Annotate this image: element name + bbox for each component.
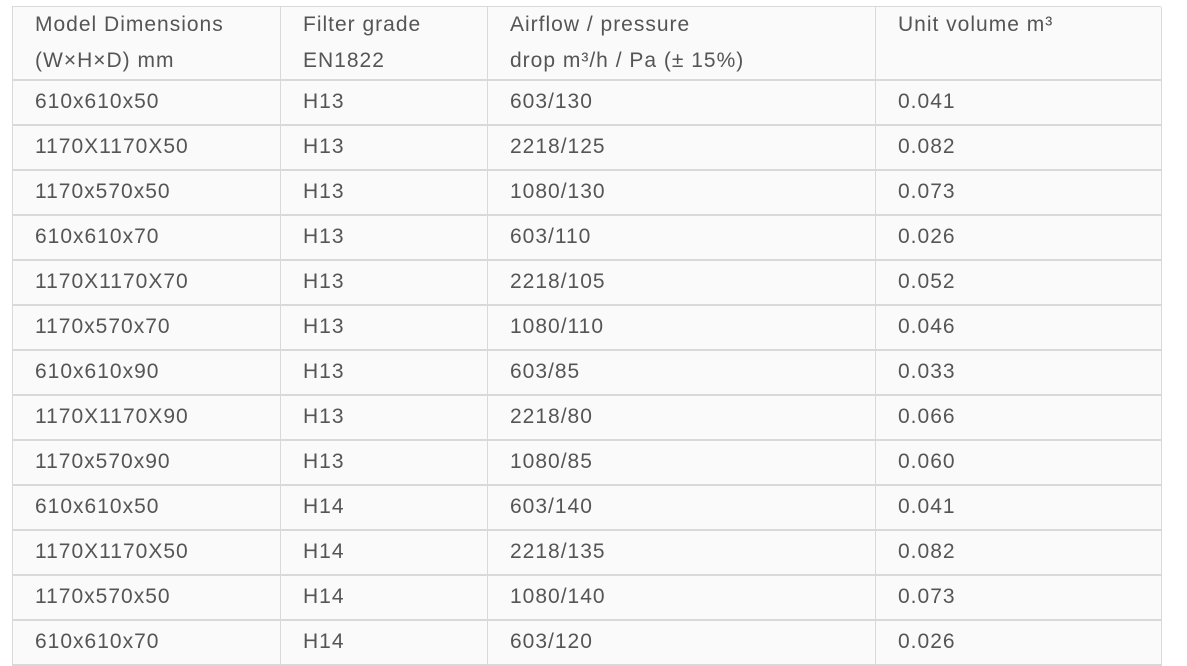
table-cell: 0.052 (876, 261, 1162, 306)
table-cell: H13 (281, 81, 488, 126)
table-cell: 1170x570x50 (13, 171, 281, 216)
header-cell: Unit volume m³ (876, 7, 1162, 81)
table-cell: 610x610x50 (13, 486, 281, 531)
table-cell: H13 (281, 126, 488, 171)
table-cell: 1170X1170X50 (13, 531, 281, 576)
table-cell: 0.082 (876, 531, 1162, 576)
table-cell: 610x610x70 (13, 216, 281, 261)
table-cell: 1080/130 (488, 171, 876, 216)
table-cell: 0.041 (876, 486, 1162, 531)
table-cell: 1170X1170X50 (13, 126, 281, 171)
table-cell: 603/85 (488, 351, 876, 396)
header-text: Filter grade (303, 13, 422, 36)
table-cell: 1080/140 (488, 576, 876, 621)
table-cell: H14 (281, 531, 488, 576)
table-cell: 1170x570x90 (13, 441, 281, 486)
header-text: Unit volume m³ (898, 13, 1054, 36)
table-cell: 1170X1170X90 (13, 396, 281, 441)
table-cell: 1170X1170X70 (13, 261, 281, 306)
table-cell: 2218/105 (488, 261, 876, 306)
header-text: Airflow / pressure (510, 13, 691, 36)
header-text: EN1822 (303, 49, 385, 72)
table-cell: 0.082 (876, 126, 1162, 171)
table-cell: 0.073 (876, 171, 1162, 216)
header-cell: Filter grade EN1822 (281, 7, 488, 81)
table-cell: 0.066 (876, 396, 1162, 441)
table-cell: H13 (281, 216, 488, 261)
header-cell: Model Dimensions (W×H×D) mm (13, 7, 281, 81)
table-cell: 1170x570x70 (13, 306, 281, 351)
table-cell: 2218/80 (488, 396, 876, 441)
table-cell: 0.033 (876, 351, 1162, 396)
table-cell: H13 (281, 306, 488, 351)
table-cell: H13 (281, 441, 488, 486)
table-cell: H13 (281, 351, 488, 396)
table-cell: 0.041 (876, 81, 1162, 126)
table-cell: 2218/135 (488, 531, 876, 576)
table-cell: 610x610x50 (13, 81, 281, 126)
table-cell: 610x610x90 (13, 351, 281, 396)
header-text: drop m³/h / Pa (± 15%) (510, 49, 745, 72)
table-cell: 2218/125 (488, 126, 876, 171)
header-cell: Airflow / pressure drop m³/h / Pa (± 15%) (488, 7, 876, 81)
table-cell: 0.046 (876, 306, 1162, 351)
table-cell: H13 (281, 261, 488, 306)
table-cell: 0.026 (876, 216, 1162, 261)
table-cell: H14 (281, 486, 488, 531)
table-cell: 603/110 (488, 216, 876, 261)
table-cell: 0.073 (876, 576, 1162, 621)
header-text: Model Dimensions (35, 13, 224, 36)
table-cell: 1080/85 (488, 441, 876, 486)
table-cell: 603/120 (488, 621, 876, 666)
table-cell: 603/130 (488, 81, 876, 126)
table-cell: 0.060 (876, 441, 1162, 486)
table-cell: 603/140 (488, 486, 876, 531)
table-cell: 1080/110 (488, 306, 876, 351)
header-text: (W×H×D) mm (35, 49, 175, 72)
table-cell: 0.026 (876, 621, 1162, 666)
table-cell: 610x610x70 (13, 621, 281, 666)
table-cell: 1170x570x50 (13, 576, 281, 621)
spec-table: Model Dimensions (W×H×D) mm Filter grade EN… (12, 6, 1162, 666)
table-cell: H13 (281, 396, 488, 441)
table-cell: H14 (281, 576, 488, 621)
table-cell: H13 (281, 171, 488, 216)
table-cell: H14 (281, 621, 488, 666)
